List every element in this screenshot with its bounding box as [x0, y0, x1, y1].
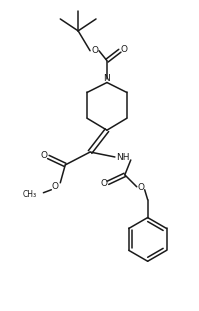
Text: O: O	[52, 182, 59, 191]
Text: O: O	[120, 45, 127, 54]
Text: N: N	[103, 74, 110, 83]
Text: O: O	[92, 46, 99, 55]
Text: CH₃: CH₃	[22, 190, 36, 199]
Text: O: O	[100, 179, 107, 188]
Text: O: O	[137, 183, 144, 192]
Text: NH: NH	[116, 154, 130, 162]
Text: O: O	[41, 151, 48, 160]
